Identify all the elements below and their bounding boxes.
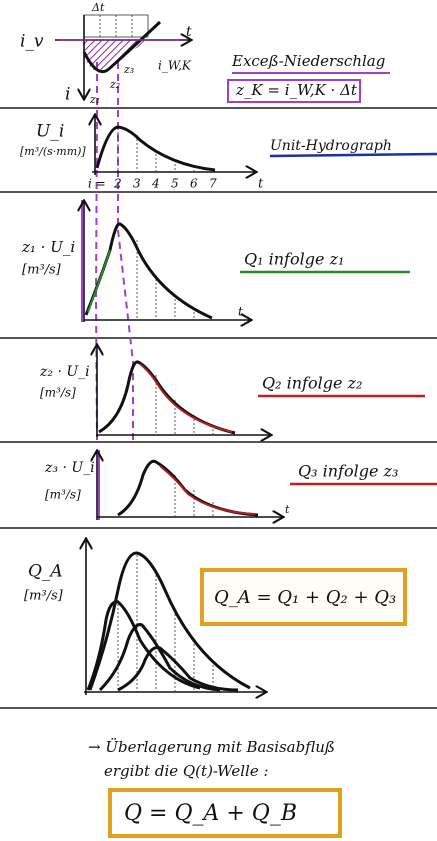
label: z₂ [109, 78, 120, 91]
label: z₂ · U_i [39, 364, 90, 380]
label: t [258, 177, 264, 192]
label: 6 [190, 177, 198, 191]
heading: Exceß-Niederschlag [231, 52, 385, 70]
formula-box [108, 788, 342, 838]
label: [m³/s] [22, 263, 62, 278]
label: z₁ [89, 93, 100, 106]
label: i_v [20, 32, 44, 52]
label: 5 [171, 177, 179, 191]
label: [m³/(s·mm)] [20, 145, 86, 158]
text-line: → Überlagerung mit Basisabfluß [88, 738, 335, 756]
formula-box [200, 568, 407, 626]
panel-q3: z₃ · U_i [m³/s] t Q₃ infolge z₃ [44, 450, 437, 520]
heading: Q₁ infolge z₁ [244, 250, 344, 269]
label: Δt [91, 1, 105, 14]
formula: Q = Q_A + Q_B [124, 801, 297, 826]
panel-excess-rain: Δt i_v t i z₁ z₂ z₃ i_W,K Exceß-Niedersc… [20, 1, 390, 106]
text-line: ergibt die Q(t)-Welle : [104, 762, 269, 780]
label: i [65, 85, 70, 105]
label: [m³/s] [24, 589, 64, 604]
formula-box [227, 79, 361, 103]
panel-q1: z₁ · U_i [m³/s] t Q₁ infolge z₁ [21, 200, 410, 322]
conclusion: → Überlagerung mit Basisabfluß ergibt di… [88, 738, 342, 838]
label: t [285, 503, 290, 516]
label: 3 [133, 177, 141, 191]
label: 2 [113, 177, 122, 191]
formula: Q_A = Q₁ + Q₂ + Q₃ [214, 587, 396, 608]
label: i = [88, 177, 106, 191]
label: z₃ · U_i [44, 460, 95, 476]
label: U_i [36, 122, 64, 142]
label: [m³/s] [45, 488, 81, 502]
label: i_W,K [158, 59, 192, 73]
label: z₃ [123, 63, 134, 76]
label: Q_A [28, 562, 63, 582]
panel-unit-hydrograph: U_i [m³/(s·mm)] t i = 2 3 4 5 6 7 Unit-H… [20, 116, 437, 192]
label: 7 [209, 177, 217, 191]
panel-qa: Q_A [m³/s] Q_A = Q₁ + Q₂ + Q₃ [24, 540, 407, 695]
label: t [186, 24, 192, 40]
formula: z_K = i_W,K · Δt [235, 81, 358, 99]
heading: Unit-Hydrograph [270, 138, 392, 154]
label: z₁ · U_i [21, 238, 75, 256]
label: t [238, 305, 243, 319]
heading: Q₃ infolge z₃ [298, 462, 398, 481]
guide-lines [94, 62, 134, 441]
panel-q2: z₂ · U_i [m³/s] Q₂ infolge z₂ [39, 346, 425, 437]
label: 4 [151, 177, 160, 191]
separators [0, 107, 437, 709]
heading: Q₂ infolge z₂ [262, 374, 362, 393]
label: [m³/s] [40, 386, 76, 400]
